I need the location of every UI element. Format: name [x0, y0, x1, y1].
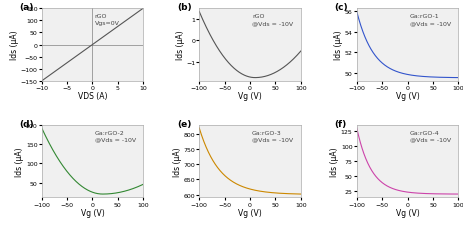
X-axis label: Vg (V): Vg (V) — [81, 208, 104, 217]
Y-axis label: Ids (μA): Ids (μA) — [173, 146, 182, 176]
Text: (f): (f) — [334, 119, 347, 128]
Y-axis label: Ids (μA): Ids (μA) — [331, 146, 339, 176]
X-axis label: VDS (A): VDS (A) — [78, 92, 107, 101]
Text: rGO
Vgs=0V: rGO Vgs=0V — [94, 14, 119, 26]
Y-axis label: Ids (μA): Ids (μA) — [15, 146, 25, 176]
Text: Ga:rGO-2
@Vds = -10V: Ga:rGO-2 @Vds = -10V — [94, 130, 136, 142]
X-axis label: Vg (V): Vg (V) — [238, 208, 262, 217]
Y-axis label: Ids (μA): Ids (μA) — [334, 31, 343, 60]
X-axis label: Vg (V): Vg (V) — [396, 92, 419, 101]
Text: (b): (b) — [177, 3, 192, 12]
Text: rGO
@Vds = -10V: rGO @Vds = -10V — [252, 14, 293, 26]
Y-axis label: Ids (μA): Ids (μA) — [175, 31, 185, 60]
X-axis label: Vg (V): Vg (V) — [396, 208, 419, 217]
Text: (e): (e) — [177, 119, 191, 128]
Text: (a): (a) — [19, 3, 34, 12]
Text: Ga:rGO-4
@Vds = -10V: Ga:rGO-4 @Vds = -10V — [410, 130, 450, 142]
X-axis label: Vg (V): Vg (V) — [238, 92, 262, 101]
Y-axis label: Ids (μA): Ids (μA) — [10, 31, 19, 60]
Text: Ga:rGO-3
@Vds = -10V: Ga:rGO-3 @Vds = -10V — [252, 130, 293, 142]
Text: (c): (c) — [334, 3, 348, 12]
Text: (d): (d) — [19, 119, 34, 128]
Text: Ga:rGO-1
@Vds = -10V: Ga:rGO-1 @Vds = -10V — [410, 14, 450, 26]
